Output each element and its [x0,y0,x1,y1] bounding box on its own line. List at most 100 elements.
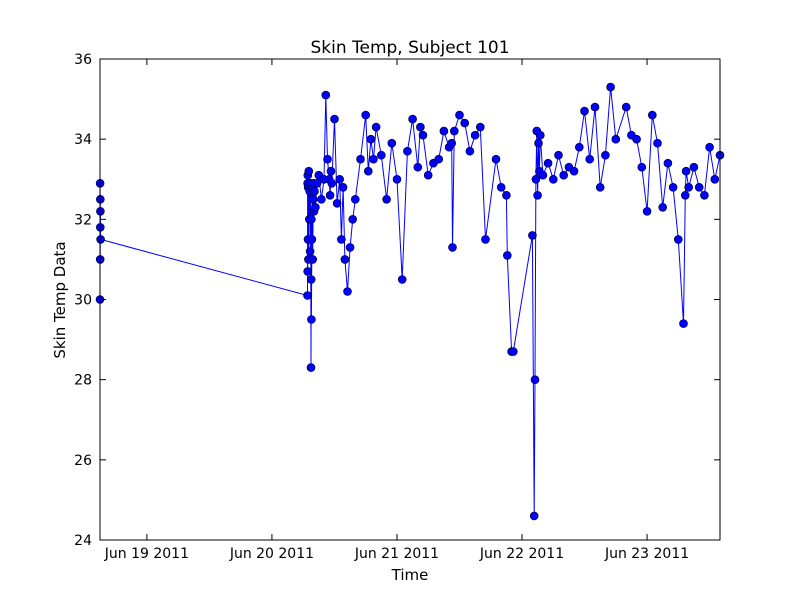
data-point [303,267,313,276]
data-point [325,191,335,200]
data-point [455,110,464,120]
data-point [312,179,322,188]
chart-title: Skin Temp, Subject 101 [310,38,509,58]
x-tick-label: Jun 23 2011 [604,546,689,562]
y-tick-label: 36 [74,52,92,68]
data-point [694,183,704,192]
data-point [376,150,386,160]
data-point [632,134,641,144]
ticks-layer: 24 26 28 30 32 34 36 Jun 19 2011 Jun 20 2011 Jun … [74,52,720,562]
data-point [413,162,423,172]
data-point [491,154,501,164]
data-point [470,130,480,140]
data-point [535,130,545,140]
data-point [548,175,558,184]
data-point [590,102,600,112]
data-point [642,207,652,216]
data-point [637,162,647,172]
data-point [601,150,610,160]
data-point [465,146,475,156]
data-point [529,511,539,521]
data-point [307,315,316,324]
data-point [531,175,541,184]
data-point [306,275,316,284]
data-point [408,114,417,124]
x-tick-label: Jun 20 2011 [229,546,314,562]
data-point [705,142,714,152]
data-point [574,142,584,152]
data-point [681,166,691,176]
y-tick-label: 34 [74,132,92,148]
data-point [434,154,444,164]
data-point [668,183,678,192]
data-point [538,170,548,180]
y-tick-label: 30 [74,293,92,309]
data-point [621,102,631,112]
data-point [310,187,319,196]
y-tick-label: 26 [74,453,92,469]
data-point [326,166,336,176]
x-axis-label: Time [391,566,429,584]
data-point [338,183,348,192]
data-point [382,195,391,204]
data-point [543,158,553,168]
x-tick-label: Jun 19 2011 [104,546,189,562]
x-tick-label: Jun 22 2011 [479,546,564,562]
data-point [653,138,662,148]
data-point [392,175,402,184]
data-point [308,195,318,204]
data-point [530,375,540,385]
data-point [96,235,105,244]
data-point [343,287,352,296]
data-point [533,191,542,200]
data-point [307,215,316,224]
data-point [330,114,339,124]
data-point [418,130,428,140]
data-point [595,183,605,192]
data-point [305,247,315,256]
data-point [387,138,397,148]
data-point [679,319,688,328]
data-point [448,243,457,252]
data-point [439,126,449,136]
data-point [361,110,371,120]
data-point [673,235,683,244]
data-point [311,203,320,212]
data-point [447,138,457,148]
data-point [423,170,433,180]
data-point [327,179,337,188]
data-point [689,162,699,172]
data-point [684,183,694,192]
data-point [350,195,360,204]
data-point [323,154,332,164]
data-point [308,255,318,264]
data-point [580,106,589,116]
data-point [554,150,563,160]
data-point [559,170,569,180]
data-point [345,243,355,252]
data-point [481,235,490,244]
data-point [304,166,314,176]
data-point [307,235,317,244]
data-point [321,90,331,100]
data-point [663,158,673,168]
data-point [335,175,345,184]
data-point [332,199,342,208]
data-point [658,203,668,212]
y-tick-label: 24 [74,533,92,549]
data-point [369,154,378,164]
data-point [449,126,459,136]
data-point [585,154,595,164]
data-layer [95,82,725,521]
data-point [303,291,312,300]
data-point [397,275,407,284]
data-point [337,235,346,244]
data-point [569,166,579,176]
data-point [317,195,326,204]
y-tick-label: 32 [74,212,92,228]
data-point [475,122,485,132]
data-point [306,363,316,372]
data-point [606,82,615,92]
data-point [508,347,518,356]
